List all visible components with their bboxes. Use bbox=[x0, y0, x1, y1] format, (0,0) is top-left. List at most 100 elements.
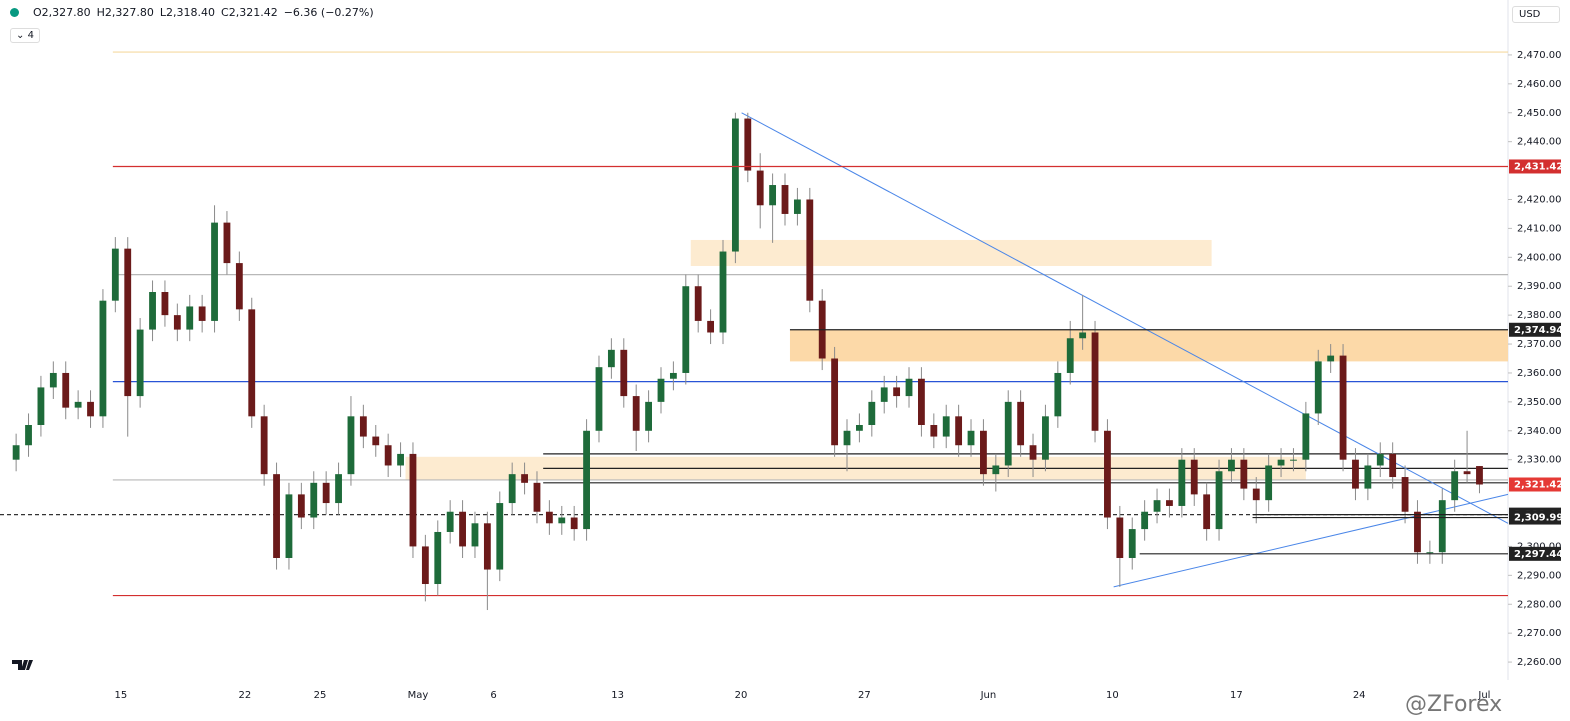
candle-body bbox=[87, 401, 94, 417]
candle-body bbox=[397, 453, 404, 466]
candle-body bbox=[434, 531, 442, 585]
price-label-box bbox=[1509, 546, 1561, 561]
price-label-box bbox=[1509, 322, 1561, 337]
ohlc-low: L2,318.40 bbox=[159, 6, 216, 19]
candle-body bbox=[111, 248, 119, 301]
candle-body bbox=[1228, 459, 1235, 472]
candle-body bbox=[955, 416, 963, 446]
candle-body bbox=[1426, 552, 1434, 554]
candle-body bbox=[1054, 372, 1062, 417]
candle-body bbox=[1277, 459, 1285, 466]
candle-body bbox=[260, 416, 268, 475]
candle-body bbox=[161, 292, 169, 316]
candle-body bbox=[1178, 459, 1186, 506]
candle-body bbox=[149, 292, 156, 330]
candle-body bbox=[1066, 338, 1074, 373]
candle-body bbox=[694, 286, 702, 321]
price-label: 2,321.42 bbox=[1514, 480, 1563, 491]
candle-body bbox=[607, 349, 615, 368]
price-label: 2,431.42 bbox=[1514, 161, 1563, 172]
candle-body bbox=[1091, 332, 1099, 431]
y-tick-label: 2,350.00 bbox=[1517, 397, 1562, 408]
candle-body bbox=[570, 517, 578, 530]
candle-body bbox=[657, 378, 665, 402]
candle-body bbox=[62, 372, 70, 408]
y-tick-label: 2,380.00 bbox=[1517, 310, 1562, 321]
indicator-toggle[interactable]: ⌄ 4 bbox=[10, 28, 40, 43]
candle-body bbox=[211, 222, 218, 321]
candle-body bbox=[384, 445, 392, 466]
currency: USD bbox=[1519, 9, 1541, 20]
candle-body bbox=[731, 118, 739, 252]
candle-body bbox=[1252, 488, 1260, 501]
candle-body bbox=[235, 263, 243, 310]
candle-body bbox=[310, 482, 318, 518]
y-tick-label: 2,440.00 bbox=[1517, 137, 1562, 148]
x-tick-label: 13 bbox=[611, 690, 624, 701]
candle-body bbox=[74, 401, 82, 408]
candle-body bbox=[1141, 511, 1149, 530]
currency-button[interactable]: USD bbox=[1512, 6, 1560, 23]
candle-body bbox=[620, 349, 628, 397]
y-tick-label: 2,280.00 bbox=[1517, 599, 1562, 610]
candle-body bbox=[49, 372, 57, 388]
candle-body bbox=[868, 401, 876, 425]
candle-body bbox=[1290, 459, 1297, 461]
candle-body bbox=[719, 251, 727, 333]
candle-body bbox=[136, 329, 144, 397]
candle-body bbox=[558, 517, 566, 524]
x-tick-label: May bbox=[408, 690, 429, 701]
tv-logo bbox=[12, 660, 33, 670]
price-label-box bbox=[1509, 477, 1561, 492]
candle-body bbox=[1265, 465, 1273, 501]
ohlc-high: H2,327.80 bbox=[96, 6, 154, 19]
candle-body bbox=[1339, 355, 1347, 460]
candle-body bbox=[645, 401, 652, 431]
x-tick-label: 27 bbox=[858, 690, 871, 701]
ohlc-close: C2,321.42 bbox=[221, 6, 278, 19]
x-tick-label: 10 bbox=[1106, 690, 1119, 701]
candle-body bbox=[359, 416, 367, 437]
candle-body bbox=[322, 482, 330, 504]
y-tick-label: 2,400.00 bbox=[1517, 252, 1562, 263]
candle-body bbox=[1414, 511, 1421, 553]
candle-body bbox=[1004, 401, 1012, 466]
watermark: @ZForex bbox=[1405, 692, 1503, 717]
candle-body bbox=[992, 465, 1000, 475]
y-tick-label: 2,410.00 bbox=[1517, 223, 1562, 234]
candle-body bbox=[831, 358, 839, 446]
candle-body bbox=[508, 474, 516, 504]
candle-body bbox=[1153, 500, 1161, 512]
candle-body bbox=[1389, 453, 1397, 478]
candle-body bbox=[682, 286, 690, 373]
candle-body bbox=[1476, 466, 1483, 485]
candle-body bbox=[496, 503, 504, 570]
candle-body bbox=[1104, 430, 1111, 518]
candle-body bbox=[1017, 401, 1025, 446]
candle-body bbox=[893, 387, 901, 397]
candle-body bbox=[905, 378, 913, 397]
y-tick-label: 2,460.00 bbox=[1517, 79, 1562, 90]
candle-body bbox=[124, 248, 132, 397]
y-tick-label: 2,340.00 bbox=[1517, 426, 1562, 437]
ohlc-open: O2,327.80 bbox=[33, 6, 91, 19]
candle-body bbox=[471, 523, 479, 547]
candle-body bbox=[980, 430, 987, 475]
candle-body bbox=[1327, 355, 1335, 362]
candle-body bbox=[880, 387, 888, 402]
candle-body bbox=[1042, 416, 1049, 460]
candle-body bbox=[37, 387, 45, 425]
candle-body bbox=[781, 185, 789, 214]
candle-body bbox=[1116, 517, 1124, 558]
candle-body bbox=[930, 425, 938, 437]
candle-body bbox=[595, 367, 603, 431]
y-tick-label: 2,450.00 bbox=[1517, 108, 1562, 119]
y-tick-label: 2,420.00 bbox=[1517, 194, 1562, 205]
candle-body bbox=[769, 185, 777, 206]
candle-body bbox=[297, 494, 305, 518]
candle-body bbox=[25, 425, 32, 446]
candle-body bbox=[1128, 529, 1136, 558]
x-tick-label: Jul bbox=[1477, 690, 1490, 701]
candle-body bbox=[756, 170, 764, 206]
